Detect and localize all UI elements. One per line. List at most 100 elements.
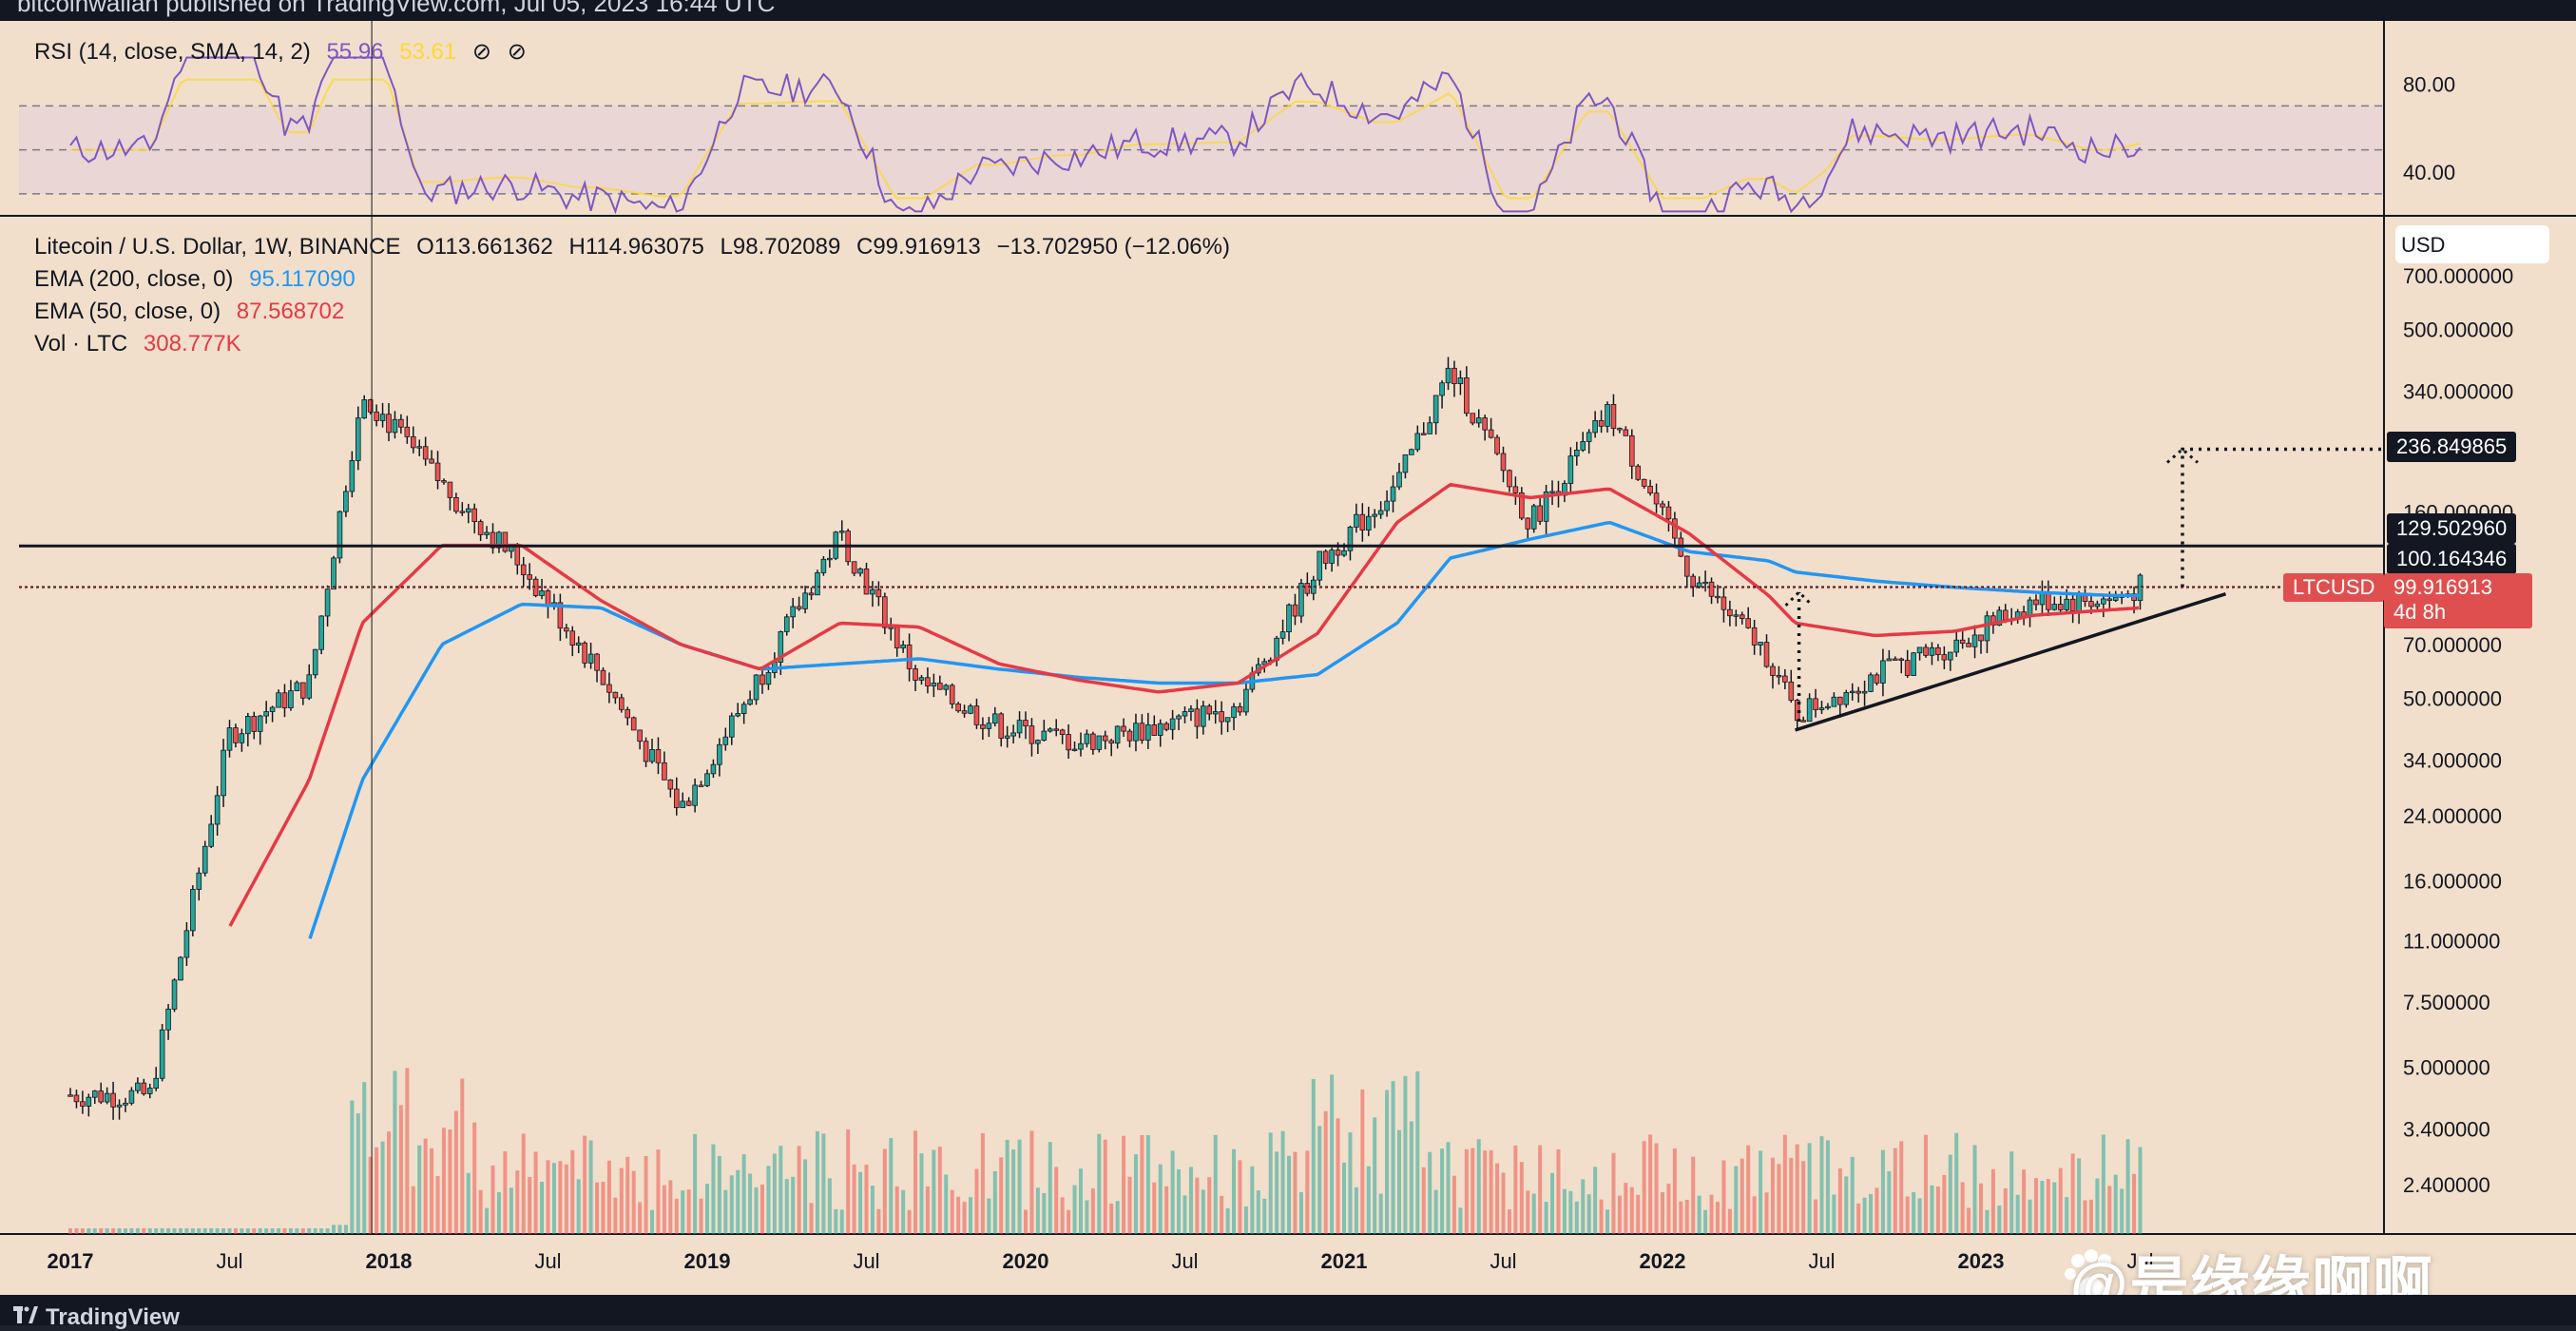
volume-bar <box>1801 1161 1806 1234</box>
volume-bar <box>1531 1193 1536 1234</box>
volume-bar <box>398 1105 403 1234</box>
volume-bar <box>1256 1190 1260 1234</box>
volume-bar <box>1942 1174 1947 1234</box>
candle-body <box>1525 517 1531 530</box>
volume-bar <box>558 1161 563 1234</box>
volume-bar <box>932 1149 936 1234</box>
candle-body <box>1372 513 1378 517</box>
volume-bar <box>674 1198 679 1234</box>
volume-bar <box>1513 1145 1518 1234</box>
volume-bar <box>1201 1189 1205 1234</box>
candle-body <box>1941 654 1948 661</box>
candle-body <box>361 399 368 419</box>
volume-bar <box>723 1189 728 1234</box>
symbol-tag: LTCUSD <box>2283 573 2385 602</box>
candle-body <box>1108 740 1114 744</box>
volume-bar <box>1127 1176 1132 1234</box>
volume-bar <box>1782 1134 1787 1234</box>
volume-bar <box>759 1184 764 1234</box>
candle-body <box>434 462 441 481</box>
candle-body <box>514 545 521 566</box>
volume-bar <box>528 1176 532 1234</box>
volume-bar <box>1311 1078 1316 1234</box>
candle-body <box>1880 660 1886 684</box>
candle-body <box>740 704 747 714</box>
candle-body <box>557 602 564 629</box>
volume-bar <box>1366 1166 1371 1234</box>
candle-body <box>1580 441 1586 451</box>
volume-bar <box>1323 1110 1328 1234</box>
time-tick-label: 2021 <box>1321 1249 1368 1273</box>
candle-body <box>2069 598 2076 611</box>
volume-bar <box>1464 1148 1469 1234</box>
time-tick-label: 2017 <box>48 1249 94 1273</box>
candle-body <box>759 674 765 685</box>
candle-body <box>1188 708 1194 712</box>
volume-bar <box>2101 1134 2105 1234</box>
volume-bar <box>1814 1199 1818 1234</box>
volume-bar <box>1727 1208 1732 1234</box>
ema50-legend: EMA (50, close, 0) 87.568702 <box>34 299 344 325</box>
volume-bar <box>1232 1148 1237 1234</box>
volume-bar <box>2040 1181 2045 1234</box>
volume-bar <box>1795 1144 1799 1234</box>
volume-bar <box>1556 1148 1561 1234</box>
volume-bar <box>1440 1148 1445 1234</box>
volume-bar <box>1011 1149 1016 1234</box>
volume-bar <box>546 1160 550 1234</box>
candle-body <box>955 704 961 712</box>
volume-bar <box>962 1202 967 1234</box>
candle-body <box>196 872 202 890</box>
ohlc-high: H114.963075 <box>568 234 704 260</box>
volume-bar <box>209 1228 214 1234</box>
candle-body <box>2064 598 2069 610</box>
candle-body <box>1279 631 1286 639</box>
candle-body <box>1445 367 1451 384</box>
candle-body <box>1420 433 1427 435</box>
candle-body <box>306 674 313 699</box>
volume-bar <box>1403 1075 1408 1234</box>
volume-bar <box>974 1168 979 1234</box>
volume-bar <box>1421 1167 1426 1234</box>
volume-bar <box>1679 1201 1683 1234</box>
volume-bar <box>1164 1186 1169 1234</box>
volume-bar <box>839 1209 844 1234</box>
target-projection-arrow <box>2181 447 2384 588</box>
volume-bar <box>1433 1189 1438 1234</box>
candle-body <box>1672 518 1678 539</box>
candle-body <box>673 788 680 808</box>
volume-bar <box>313 1228 317 1234</box>
candle-body <box>1023 720 1028 726</box>
volume-bar <box>987 1198 991 1234</box>
candle-body <box>1843 692 1850 705</box>
volume-bar <box>1972 1145 1977 1234</box>
volume-bar <box>307 1228 312 1234</box>
visibility-icon[interactable]: ⊘ <box>507 39 527 65</box>
candle-body <box>569 630 576 646</box>
candle-body <box>2039 592 2046 606</box>
candle-body <box>288 690 294 708</box>
candle-body <box>422 446 429 460</box>
candle-body <box>968 705 973 714</box>
candle-body <box>815 572 820 596</box>
currency-selector[interactable]: USD <box>2395 225 2549 263</box>
candle-body <box>141 1082 147 1094</box>
volume-bar <box>1562 1188 1567 1234</box>
candle-body <box>1292 604 1298 617</box>
volume-bar <box>1617 1195 1622 1234</box>
candle-body <box>575 642 582 646</box>
candle-body <box>1066 734 1071 751</box>
volume-bar <box>1330 1074 1335 1234</box>
candle-body <box>857 569 863 574</box>
volume-bar <box>1629 1186 1634 1234</box>
volume-bar <box>907 1209 912 1234</box>
volume-bar <box>1661 1192 1664 1234</box>
volume-bar <box>2052 1182 2057 1234</box>
chart-area[interactable]: 80.00 40.00 700.000000 500.000000 340.000000… <box>0 21 2576 1318</box>
volume-bar <box>448 1129 452 1234</box>
visibility-icon[interactable]: ⊘ <box>471 39 492 65</box>
volume-bar <box>1605 1209 1610 1234</box>
volume-bar <box>1317 1126 1322 1234</box>
candle-body <box>1237 705 1243 713</box>
chart-svg[interactable]: 80.00 40.00 700.000000 500.000000 340.000000… <box>0 21 2576 1295</box>
